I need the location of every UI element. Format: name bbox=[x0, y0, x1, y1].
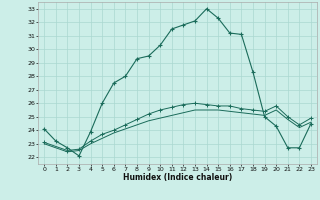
X-axis label: Humidex (Indice chaleur): Humidex (Indice chaleur) bbox=[123, 173, 232, 182]
